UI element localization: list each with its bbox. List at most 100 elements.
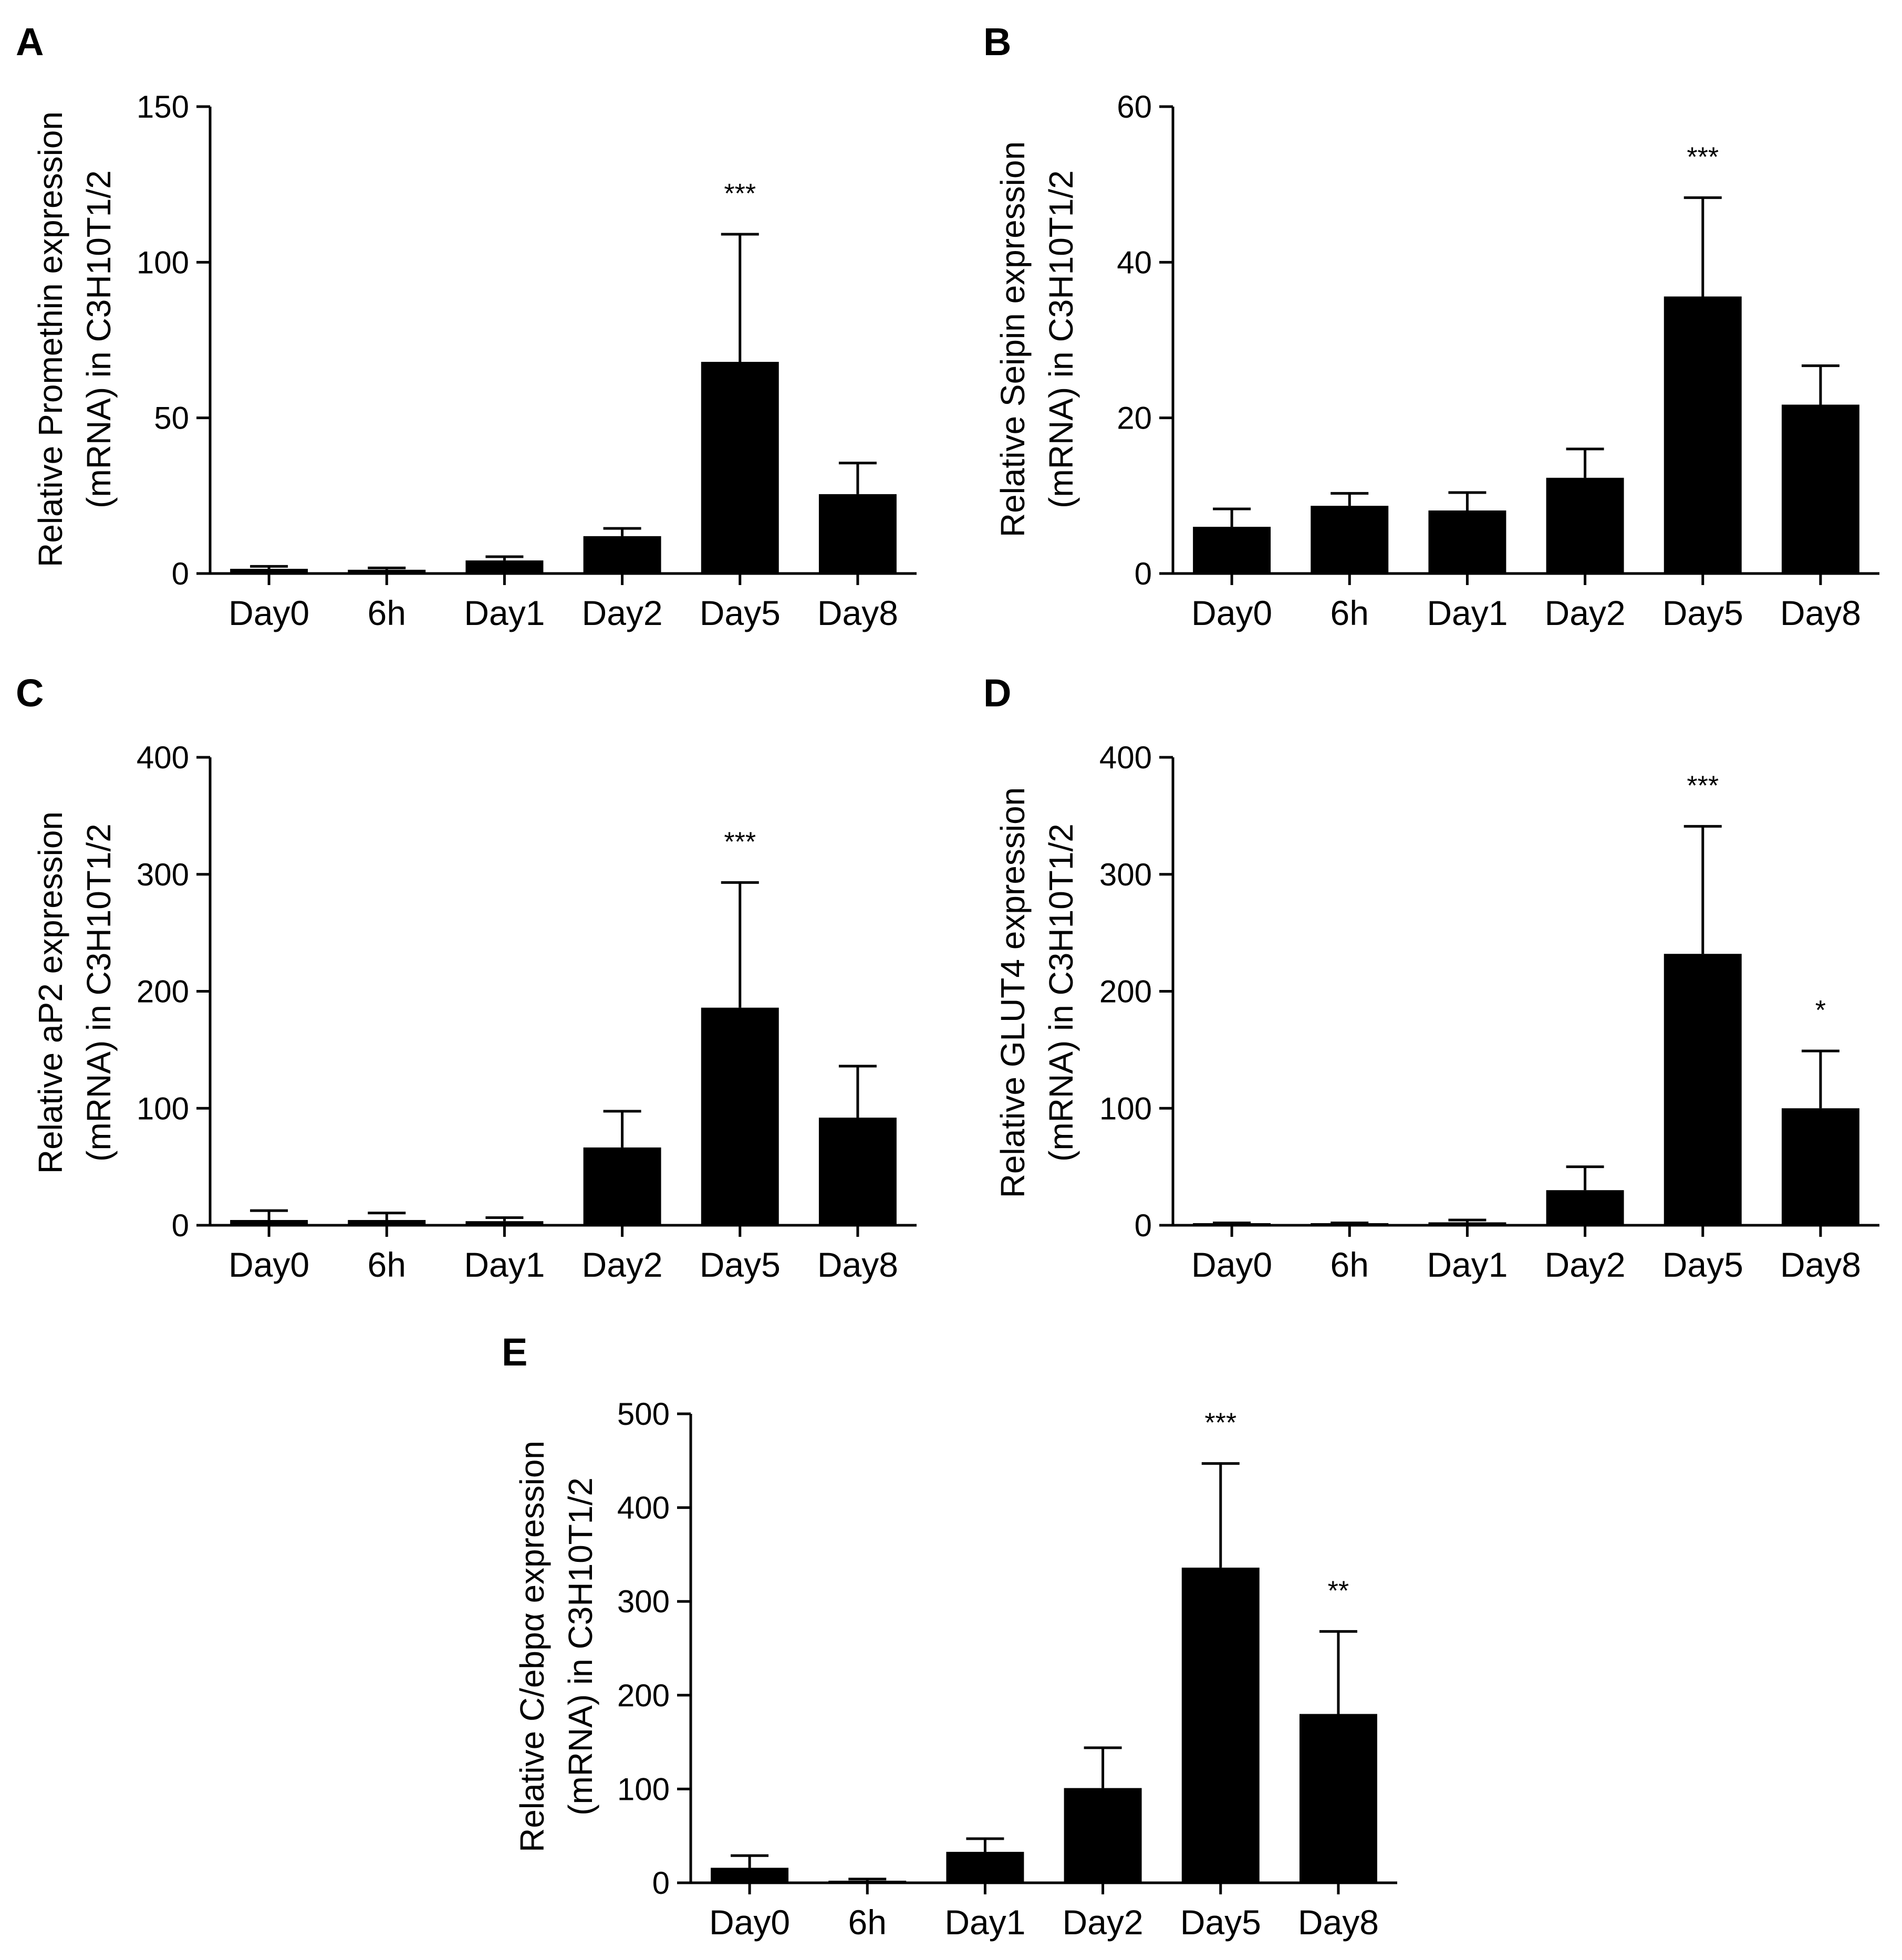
y-tick-label-a-0: 0 xyxy=(172,556,189,591)
bar-d-day5 xyxy=(1664,954,1742,1225)
bar-c-day1 xyxy=(465,1221,544,1225)
x-category-label-a-0: Day0 xyxy=(228,593,309,632)
x-category-label-b-4: Day5 xyxy=(1662,593,1743,632)
x-category-label-c-2: Day1 xyxy=(464,1245,545,1284)
y-tick-label-c-4: 400 xyxy=(137,740,189,775)
x-category-label-a-2: Day1 xyxy=(464,593,545,632)
x-category-label-a-4: Day5 xyxy=(700,593,781,632)
y-tick-label-a-1: 50 xyxy=(154,401,189,436)
bar-b-day5 xyxy=(1664,296,1742,574)
x-category-label-b-5: Day8 xyxy=(1780,593,1861,632)
x-category-label-d-0: Day0 xyxy=(1191,1245,1272,1284)
y-tick-label-d-1: 100 xyxy=(1099,1091,1152,1126)
significance-label-d-4: *** xyxy=(1687,770,1719,801)
panel-letter-d: D xyxy=(983,671,1011,715)
y-tick-label-d-2: 200 xyxy=(1099,974,1152,1009)
y-tick-label-e-2: 200 xyxy=(617,1678,670,1713)
x-category-label-c-4: Day5 xyxy=(700,1245,781,1284)
bar-b-day8 xyxy=(1781,404,1859,574)
bar-a-day0 xyxy=(230,569,308,574)
y-tick-label-c-0: 0 xyxy=(172,1208,189,1243)
y-tick-label-d-4: 400 xyxy=(1099,740,1152,775)
y-tick-label-c-2: 200 xyxy=(137,974,189,1009)
bar-e-day2 xyxy=(1064,1788,1142,1883)
bar-a-day2 xyxy=(583,536,661,574)
chart-plot-e: 0 100 200 300 400 500 Day0 6h Day1 Day2 Day5 *** Day… xyxy=(617,1396,1397,1942)
x-category-label-b-0: Day0 xyxy=(1191,593,1272,632)
significance-label-b-4: *** xyxy=(1687,142,1719,172)
bar-a-day8 xyxy=(818,494,897,574)
x-category-label-e-3: Day2 xyxy=(1063,1903,1144,1942)
x-category-label-b-2: Day1 xyxy=(1427,593,1508,632)
x-category-label-a-1: 6h xyxy=(368,593,406,632)
bar-d-6h xyxy=(1311,1223,1389,1225)
x-category-label-e-1: 6h xyxy=(848,1903,887,1942)
x-category-label-d-3: Day2 xyxy=(1545,1245,1626,1284)
y-tick-label-e-0: 0 xyxy=(652,1865,670,1901)
significance-label-e-4: *** xyxy=(1204,1408,1236,1438)
y-tick-label-e-3: 300 xyxy=(617,1584,670,1619)
bar-e-day5 xyxy=(1181,1567,1260,1883)
panel-letter-a: A xyxy=(16,20,44,64)
bar-d-day1 xyxy=(1428,1222,1506,1225)
significance-label-c-4: *** xyxy=(724,827,756,857)
bar-c-day8 xyxy=(818,1118,897,1225)
y-tick-label-b-1: 20 xyxy=(1117,401,1152,436)
x-category-label-a-5: Day8 xyxy=(817,593,898,632)
panel-letter-c: C xyxy=(16,671,44,715)
y-axis-label-line2-e: (mRNA) in C3H10T1/2 xyxy=(562,1477,599,1816)
y-axis-label-line1-c: Relative aP2 expression xyxy=(32,811,69,1174)
panel-c: C Relative aP2 expression (mRNA) in C3H1… xyxy=(16,671,917,1284)
y-axis-label-line2-a: (mRNA) in C3H10T1/2 xyxy=(80,170,118,508)
bar-c-6h xyxy=(348,1219,426,1225)
x-category-label-c-0: Day0 xyxy=(228,1245,309,1284)
y-tick-label-a-2: 100 xyxy=(137,245,189,280)
bar-a-day5 xyxy=(701,361,779,574)
y-axis-label-line1-a: Relative Promethin expression xyxy=(32,111,69,567)
y-tick-label-d-0: 0 xyxy=(1135,1208,1152,1243)
y-tick-label-c-1: 100 xyxy=(137,1091,189,1126)
y-axis-label-line1-d: Relative GLUT4 expression xyxy=(994,787,1032,1198)
y-tick-label-e-5: 500 xyxy=(617,1396,670,1432)
bar-c-day0 xyxy=(230,1219,308,1225)
x-category-label-d-5: Day8 xyxy=(1780,1245,1861,1284)
chart-plot-b: 0 20 40 60 Day0 6h Day1 Day2 Day5 *** Day8 xyxy=(1117,89,1879,632)
chart-plot-d: 0 100 200 300 400 Day0 6h Day1 Day2 Day5 *** Day8 * xyxy=(1099,740,1879,1284)
x-category-label-c-1: 6h xyxy=(368,1245,406,1284)
y-tick-label-b-3: 60 xyxy=(1117,89,1152,124)
bar-e-day8 xyxy=(1299,1714,1377,1883)
bar-d-day2 xyxy=(1546,1190,1624,1225)
bar-e-day1 xyxy=(946,1852,1024,1883)
panel-a: A Relative Promethin expression (mRNA) i… xyxy=(16,20,917,632)
bar-b-day1 xyxy=(1428,510,1506,574)
x-category-label-e-2: Day1 xyxy=(944,1903,1025,1942)
panel-letter-b: B xyxy=(983,20,1011,64)
significance-label-e-5: ** xyxy=(1328,1576,1349,1606)
x-category-label-d-4: Day5 xyxy=(1662,1245,1743,1284)
y-tick-label-e-4: 400 xyxy=(617,1490,670,1526)
bar-a-day1 xyxy=(465,560,544,574)
panel-d: D Relative GLUT4 expression (mRNA) in C3… xyxy=(983,671,1879,1284)
bar-b-day0 xyxy=(1193,527,1271,574)
chart-plot-a: 0 50 100 150 Day0 6h Day1 Day2 Day5 *** Day8 xyxy=(137,89,917,632)
y-tick-label-c-3: 300 xyxy=(137,857,189,892)
y-axis-label-line1-b: Relative Seipin expression xyxy=(994,141,1032,537)
bar-c-day2 xyxy=(583,1147,661,1225)
y-tick-label-e-1: 100 xyxy=(617,1771,670,1807)
y-tick-label-d-3: 300 xyxy=(1099,857,1152,892)
y-tick-label-b-0: 0 xyxy=(1135,556,1152,591)
y-tick-label-b-2: 40 xyxy=(1117,245,1152,280)
bar-d-day0 xyxy=(1193,1223,1271,1225)
x-category-label-c-5: Day8 xyxy=(817,1245,898,1284)
bar-d-day8 xyxy=(1781,1108,1859,1225)
panel-e: E Relative C/ebpα expression (mRNA) in C… xyxy=(502,1330,1397,1942)
panel-b: B Relative Seipin expression (mRNA) in C… xyxy=(983,20,1879,632)
bar-e-6h xyxy=(828,1881,907,1883)
y-axis-label-line2-c: (mRNA) in C3H10T1/2 xyxy=(80,823,118,1162)
x-category-label-a-3: Day2 xyxy=(582,593,663,632)
chart-plot-c: 0 100 200 300 400 Day0 6h Day1 Day2 Day5 *** Day8 xyxy=(137,740,917,1284)
bar-c-day5 xyxy=(701,1007,779,1225)
bar-b-day2 xyxy=(1546,477,1624,574)
bar-a-6h xyxy=(348,569,426,574)
